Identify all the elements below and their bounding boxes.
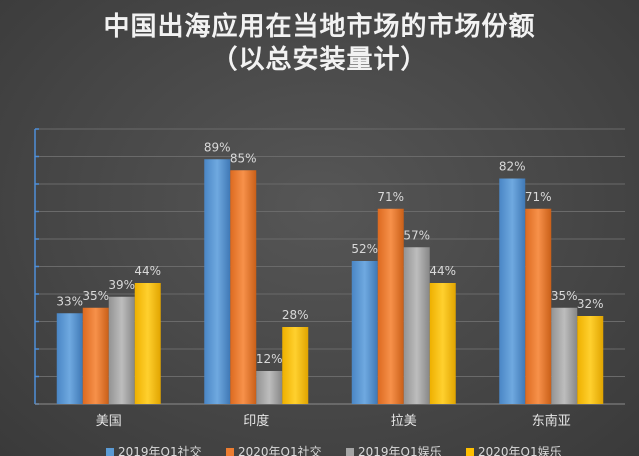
data-label: 28% [282,308,309,322]
data-label: 44% [429,264,456,278]
data-label: 12% [256,352,283,366]
legend-label: 2019年Q1社交 [118,444,202,456]
data-label: 71% [525,190,552,204]
data-label: 85% [230,151,257,165]
data-label: 39% [108,278,135,292]
data-label: 89% [204,140,231,154]
data-label: 57% [403,228,430,242]
legend-label: 2020年Q1社交 [238,444,322,456]
category-label: 东南亚 [532,413,571,429]
legend-swatch [346,448,354,456]
legend-label: 2019年Q1娱乐 [358,445,442,456]
legend-swatch [106,448,114,456]
bar [82,307,109,404]
data-label: 71% [377,190,404,204]
category-label: 拉美 [391,414,417,429]
bar [577,316,604,404]
data-label: 44% [134,264,161,278]
bar [377,208,404,404]
data-label: 82% [499,160,526,174]
bar [108,296,135,404]
bar [282,327,309,404]
data-label: 52% [351,242,378,256]
data-label: 32% [577,297,604,311]
bar [551,307,578,404]
category-label: 印度 [243,413,269,429]
legend-label: 2020年Q1娱乐 [478,445,562,456]
data-label: 35% [82,289,109,303]
bar [204,159,231,404]
bar [403,247,430,404]
bar [134,283,161,404]
legend-swatch [466,448,474,456]
bar [56,313,83,404]
bar [525,208,552,404]
legend-swatch [226,448,234,456]
bar [429,283,456,404]
data-label: 35% [551,289,578,303]
chart-title-line2: （以总安装量计） [211,45,428,75]
bar [499,178,526,404]
chart-title-line1: 中国出海应用在当地市场的市场份额 [103,12,536,42]
bar [230,170,257,404]
bar [256,371,283,404]
bar [351,261,378,404]
data-label: 33% [56,294,83,308]
category-label: 美国 [96,414,122,429]
